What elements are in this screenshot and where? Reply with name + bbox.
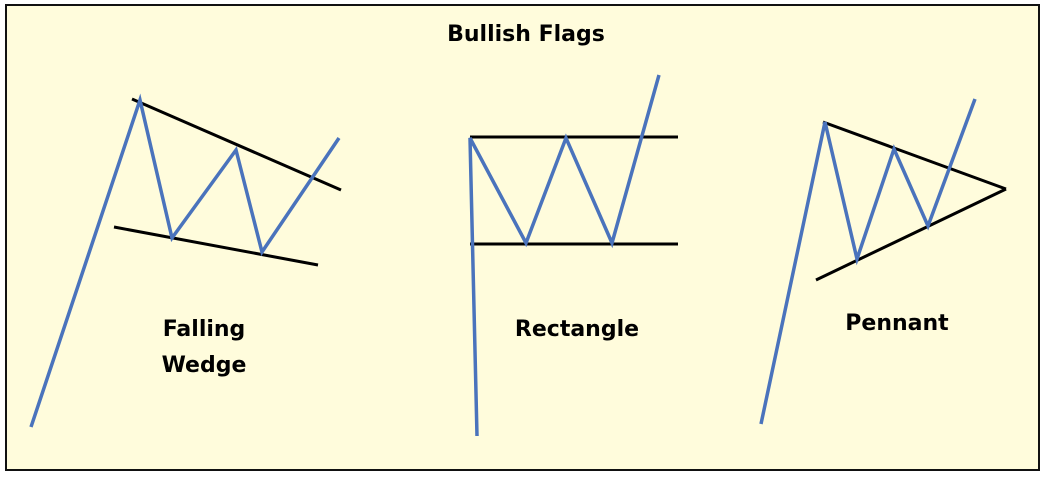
pennant-lower-trendline — [815, 187, 1007, 282]
wedge-label-line1: Falling — [163, 317, 246, 342]
falling-wedge-pattern: Falling Wedge — [29, 93, 342, 428]
wedge-label-line2: Wedge — [162, 353, 247, 378]
wedge-price-line — [29, 93, 341, 428]
rectangle-label: Rectangle — [515, 317, 639, 342]
diagram-title: Bullish Flags — [447, 22, 605, 47]
wedge-lower-trendline — [113, 225, 319, 267]
pennant-label: Pennant — [845, 311, 949, 336]
pennant-upper-trendline — [822, 120, 1007, 191]
pennant-price-line — [759, 98, 977, 425]
wedge-upper-trendline — [131, 97, 342, 192]
pennant-pattern: Pennant — [759, 98, 1007, 425]
rectangle-pattern: Rectangle — [468, 74, 678, 437]
rectangle-price-line — [468, 74, 661, 437]
